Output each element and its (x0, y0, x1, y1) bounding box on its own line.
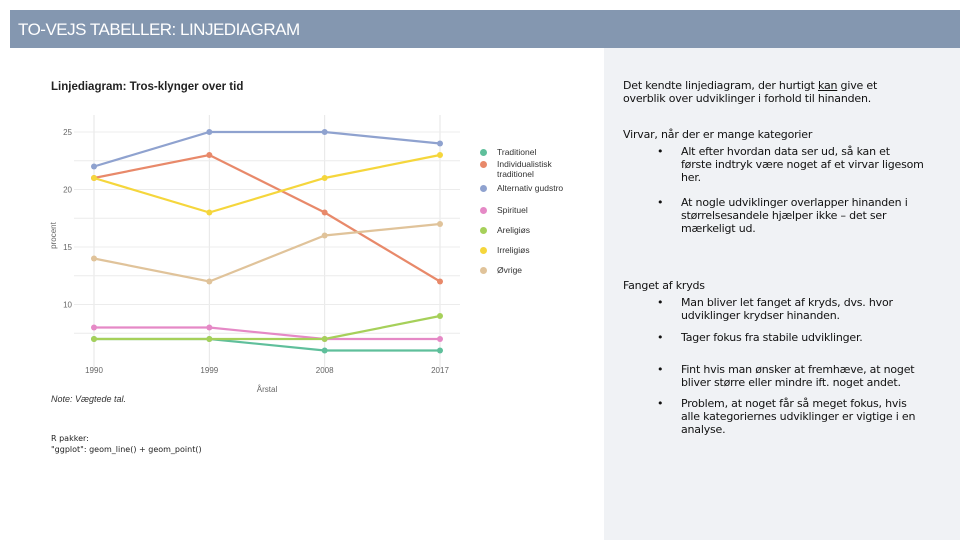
bullet-dot: • (657, 331, 664, 344)
bullet-text: Tager fokus fra stabile udviklinger. (681, 331, 863, 344)
slide-title: TO-VEJS TABELLER: LINJEDIAGRAM (18, 20, 300, 39)
bullet-text: At nogle udviklinger overlapper hinanden… (681, 196, 908, 235)
r-packages-note: R pakker: "ggplot": geom_line() + geom_p… (51, 433, 202, 455)
data-point (206, 278, 213, 285)
data-point (437, 313, 443, 319)
intro-text: Det kendte linjediagram, der hurtigt kan… (623, 79, 877, 105)
bullet-line: størrelsesandele hjælper ikke – det ser (681, 209, 887, 222)
bullet-line: Problem, at noget får så meget fokus, hv… (681, 397, 907, 410)
legend-label: Øvrige (497, 265, 523, 275)
intro-part-a: Det kendte linjediagram, der hurtigt (623, 79, 818, 92)
intro-line-1: Det kendte linjediagram, der hurtigt kan… (623, 79, 877, 92)
data-point (321, 336, 328, 342)
legend-swatch (480, 227, 487, 234)
y-tick-label: 15 (63, 243, 72, 252)
section-1-heading: Virvar, når der er mange kategorier (623, 128, 813, 141)
series-line (94, 337, 440, 352)
y-tick-label: 10 (63, 301, 72, 310)
series-line (94, 326, 440, 341)
bullet-line: Fint hvis man ønsker at fremhæve, at nog… (681, 363, 915, 376)
data-point (437, 347, 443, 354)
data-point (206, 209, 213, 216)
section-2-heading: Fanget af kryds (623, 279, 705, 292)
series-line (93, 153, 441, 283)
legend-label: Individualistisk traditionel (497, 159, 552, 179)
data-point (206, 152, 213, 158)
data-point (437, 336, 443, 342)
series-line (94, 314, 441, 341)
bullet-line: At nogle udviklinger overlapper hinanden… (681, 196, 908, 209)
line-chart: 25 20 15 10 1990 1999 2008 2017 Årstal procent (49, 115, 460, 394)
x-tick-label: 2008 (316, 366, 334, 375)
bullet-line: Man bliver let fanget af kryds, dvs. hvo… (681, 296, 893, 309)
y-tick-label: 25 (63, 128, 72, 137)
r-packages-functions: "ggplot": geom_line() + geom_point() (51, 445, 202, 454)
legend-swatch (480, 267, 487, 274)
data-point (321, 175, 328, 181)
bullet-line: alle kategoriernes udviklinger er vigtig… (681, 410, 916, 423)
data-point (437, 278, 443, 285)
bullet-line: her. (681, 171, 701, 184)
intro-line-2: overblik over udviklinger i forhold til … (623, 92, 872, 105)
bullet-line: første indtryk være noget af et virvar l… (681, 158, 924, 171)
data-point (321, 129, 328, 135)
bullet-dot: • (657, 196, 664, 209)
legend-swatch (480, 149, 487, 156)
data-point (321, 232, 328, 239)
bullet-dot: • (657, 363, 664, 376)
legend-swatch (480, 161, 487, 168)
bullet-line: Alt efter hvordan data ser ud, så kan et (681, 145, 890, 158)
slide-header: TO-VEJS TABELLER: LINJEDIAGRAM (10, 10, 960, 48)
r-packages-label: R pakker: (51, 434, 89, 443)
bullet-line: Tager fokus fra stabile udviklinger. (681, 331, 863, 344)
series-line (93, 222, 441, 283)
legend-swatch (480, 247, 487, 254)
y-tick-label: 20 (63, 186, 72, 195)
bullet-line: bliver større eller mindre ift. noget an… (681, 376, 901, 389)
bullet-line: analyse. (681, 423, 726, 436)
bullet-text: Fint hvis man ønsker at fremhæve, at nog… (681, 363, 915, 389)
intro-underlined: kan (817, 79, 838, 92)
data-point (321, 347, 328, 354)
series-line (93, 153, 441, 214)
data-point (321, 209, 328, 216)
intro-part-b: give et (837, 79, 878, 92)
bullet-line: mærkeligt ud. (681, 222, 756, 235)
legend-label: Areligiøs (497, 225, 531, 235)
bullet-dot: • (657, 397, 664, 410)
series-line (93, 130, 441, 168)
data-point (437, 221, 443, 227)
data-point (91, 163, 97, 170)
bullet-dot: • (657, 296, 664, 309)
legend-swatch (480, 185, 487, 192)
legend-label: Traditionel (497, 147, 537, 157)
bullet-text: Problem, at noget får så meget fokus, hv… (681, 397, 915, 436)
legend-swatch (480, 207, 487, 214)
x-tick-label: 1999 (200, 366, 218, 375)
chart-title: Linjediagram: Tros-klynger over tid (51, 81, 244, 93)
legend-label: Irreligiøs (497, 245, 530, 255)
data-point (91, 255, 97, 262)
right-panel-background (604, 48, 960, 540)
bullet-dot: • (657, 145, 664, 158)
data-point (206, 129, 213, 135)
bullet-line: udviklinger krydser hinanden. (681, 309, 840, 322)
data-point (91, 336, 97, 342)
data-point (91, 175, 97, 181)
chart-note: Note: Vægtede tal. (51, 394, 127, 404)
bullet-text: Alt efter hvordan data ser ud, så kan et… (681, 145, 924, 184)
legend-label: Alternativ gudstro (497, 183, 564, 193)
x-axis-label: Årstal (257, 385, 278, 394)
data-point (206, 336, 213, 342)
data-point (91, 324, 97, 331)
x-tick-label: 2017 (431, 366, 449, 375)
x-tick-label: 1990 (85, 366, 103, 375)
data-point (437, 140, 443, 147)
data-point (206, 324, 213, 331)
legend-label: Spirituel (497, 205, 528, 215)
y-axis-label: procent (49, 221, 58, 248)
bullet-text: Man bliver let fanget af kryds, dvs. hvo… (681, 296, 893, 322)
data-point (437, 152, 443, 158)
